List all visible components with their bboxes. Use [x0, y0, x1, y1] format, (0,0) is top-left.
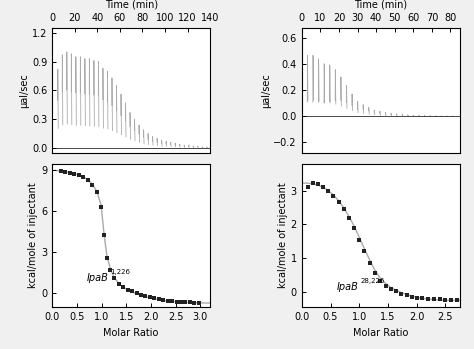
- Point: [304, 184, 311, 190]
- Point: [430, 297, 438, 302]
- Point: [84, 177, 91, 183]
- Point: [168, 298, 176, 304]
- Point: [195, 300, 202, 305]
- X-axis label: Time (min): Time (min): [105, 0, 158, 9]
- Point: [324, 188, 332, 194]
- Point: [80, 174, 87, 180]
- Point: [115, 281, 123, 287]
- Point: [436, 297, 444, 302]
- Point: [151, 296, 158, 301]
- Point: [397, 291, 405, 297]
- Point: [110, 276, 118, 281]
- Point: [159, 297, 167, 303]
- Point: [392, 288, 400, 294]
- Point: [345, 215, 353, 221]
- Point: [387, 287, 395, 292]
- Y-axis label: μal/sec: μal/sec: [261, 73, 271, 108]
- Point: [119, 284, 127, 290]
- Point: [103, 255, 111, 261]
- Point: [350, 225, 358, 231]
- Point: [186, 300, 194, 305]
- Point: [419, 296, 426, 301]
- Point: [128, 289, 136, 294]
- Y-axis label: kcal/mole of injectant: kcal/mole of injectant: [278, 183, 288, 288]
- Point: [382, 283, 390, 289]
- Point: [403, 292, 410, 298]
- Point: [413, 295, 421, 300]
- X-axis label: Molar Ratio: Molar Ratio: [353, 328, 409, 337]
- Text: IpaB: IpaB: [337, 282, 358, 292]
- Point: [340, 207, 347, 212]
- Point: [424, 296, 432, 302]
- Point: [62, 169, 69, 175]
- Point: [314, 182, 322, 187]
- Text: 28,226: 28,226: [360, 278, 384, 284]
- Point: [309, 180, 317, 186]
- Point: [453, 297, 461, 303]
- Point: [164, 298, 172, 303]
- Point: [408, 294, 416, 299]
- Y-axis label: kcal/mole of injectant: kcal/mole of injectant: [28, 183, 38, 288]
- Text: IpaB: IpaB: [87, 273, 109, 283]
- Point: [142, 293, 149, 299]
- Point: [356, 237, 363, 242]
- Point: [376, 278, 384, 284]
- Point: [361, 248, 368, 254]
- X-axis label: Time (min): Time (min): [354, 0, 407, 9]
- Point: [173, 299, 180, 304]
- Y-axis label: μal/sec: μal/sec: [19, 73, 29, 108]
- Point: [75, 172, 82, 178]
- Point: [124, 287, 131, 292]
- Point: [319, 184, 327, 190]
- Text: 1,226: 1,226: [110, 269, 131, 275]
- Point: [442, 297, 449, 303]
- Point: [329, 193, 337, 199]
- Point: [191, 300, 198, 305]
- Point: [335, 200, 342, 205]
- Point: [88, 182, 96, 187]
- Point: [133, 290, 140, 296]
- Point: [177, 299, 185, 305]
- X-axis label: Molar Ratio: Molar Ratio: [103, 328, 159, 337]
- Point: [146, 294, 154, 300]
- Point: [107, 267, 114, 273]
- Point: [137, 292, 145, 297]
- Point: [66, 170, 73, 176]
- Point: [93, 190, 100, 195]
- Point: [366, 260, 374, 266]
- Point: [57, 168, 65, 174]
- Point: [371, 270, 379, 276]
- Point: [100, 232, 108, 237]
- Point: [97, 205, 105, 210]
- Point: [447, 297, 455, 303]
- Point: [71, 171, 78, 177]
- Point: [182, 299, 189, 305]
- Point: [155, 296, 163, 302]
